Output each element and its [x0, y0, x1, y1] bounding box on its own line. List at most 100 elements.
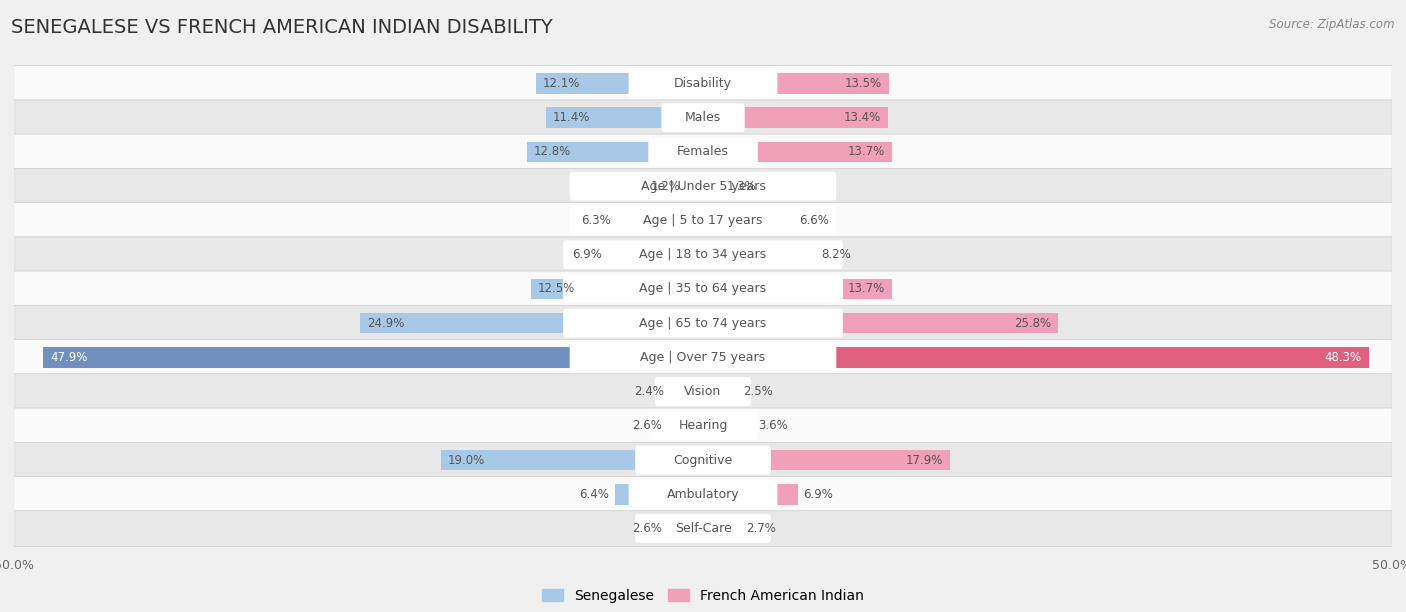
Text: 47.9%: 47.9% — [49, 351, 87, 364]
FancyBboxPatch shape — [14, 134, 1392, 170]
Text: Age | 65 to 74 years: Age | 65 to 74 years — [640, 316, 766, 330]
Text: 11.4%: 11.4% — [553, 111, 591, 124]
Text: Ambulatory: Ambulatory — [666, 488, 740, 501]
Text: 13.5%: 13.5% — [845, 77, 882, 90]
FancyBboxPatch shape — [14, 65, 1392, 101]
FancyBboxPatch shape — [14, 100, 1392, 135]
Bar — [703, 518, 740, 539]
FancyBboxPatch shape — [14, 442, 1392, 478]
Text: 17.9%: 17.9% — [905, 453, 943, 466]
FancyBboxPatch shape — [569, 206, 837, 235]
Bar — [703, 347, 1368, 368]
Bar — [616, 210, 703, 231]
FancyBboxPatch shape — [648, 411, 758, 440]
Bar — [614, 484, 703, 504]
FancyBboxPatch shape — [14, 203, 1392, 238]
Text: Age | Over 75 years: Age | Over 75 years — [641, 351, 765, 364]
Text: 8.2%: 8.2% — [821, 248, 851, 261]
Bar — [703, 450, 949, 471]
Bar — [669, 381, 703, 402]
Text: Age | Under 5 years: Age | Under 5 years — [641, 180, 765, 193]
Bar — [360, 313, 703, 334]
Text: Age | 35 to 64 years: Age | 35 to 64 years — [640, 282, 766, 296]
Bar — [703, 381, 738, 402]
Legend: Senegalese, French American Indian: Senegalese, French American Indian — [543, 589, 863, 603]
FancyBboxPatch shape — [636, 446, 770, 474]
Text: Self-Care: Self-Care — [675, 522, 731, 535]
Bar — [703, 176, 721, 196]
Text: 13.7%: 13.7% — [848, 146, 884, 159]
Text: 6.9%: 6.9% — [804, 488, 834, 501]
Text: SENEGALESE VS FRENCH AMERICAN INDIAN DISABILITY: SENEGALESE VS FRENCH AMERICAN INDIAN DIS… — [11, 18, 553, 37]
Text: 2.6%: 2.6% — [631, 419, 662, 432]
FancyBboxPatch shape — [14, 477, 1392, 512]
Bar — [607, 244, 703, 265]
Text: 2.6%: 2.6% — [631, 522, 662, 535]
FancyBboxPatch shape — [564, 241, 842, 269]
Text: Males: Males — [685, 111, 721, 124]
Text: 6.4%: 6.4% — [579, 488, 609, 501]
Bar — [703, 244, 815, 265]
Bar — [703, 313, 1059, 334]
Text: 13.7%: 13.7% — [848, 282, 884, 296]
Text: Hearing: Hearing — [678, 419, 728, 432]
Text: Cognitive: Cognitive — [673, 453, 733, 466]
Bar — [531, 278, 703, 299]
Text: 12.5%: 12.5% — [537, 282, 575, 296]
FancyBboxPatch shape — [14, 305, 1392, 341]
FancyBboxPatch shape — [628, 480, 778, 509]
FancyBboxPatch shape — [661, 103, 745, 132]
Bar — [703, 416, 752, 436]
Text: 24.9%: 24.9% — [367, 316, 404, 330]
Text: 2.5%: 2.5% — [742, 385, 773, 398]
Text: Vision: Vision — [685, 385, 721, 398]
Bar — [536, 73, 703, 94]
FancyBboxPatch shape — [564, 275, 842, 304]
Text: 1.3%: 1.3% — [727, 180, 756, 193]
Bar — [703, 484, 799, 504]
FancyBboxPatch shape — [14, 511, 1392, 547]
Bar — [668, 416, 703, 436]
Bar — [703, 108, 887, 128]
Text: Females: Females — [678, 146, 728, 159]
FancyBboxPatch shape — [14, 408, 1392, 444]
FancyBboxPatch shape — [628, 69, 778, 98]
Bar — [703, 210, 794, 231]
Text: Disability: Disability — [673, 77, 733, 90]
Bar — [703, 278, 891, 299]
Text: 12.1%: 12.1% — [543, 77, 581, 90]
Text: Age | 5 to 17 years: Age | 5 to 17 years — [644, 214, 762, 227]
Text: 13.4%: 13.4% — [844, 111, 880, 124]
FancyBboxPatch shape — [648, 138, 758, 166]
FancyBboxPatch shape — [636, 514, 770, 543]
Text: 1.2%: 1.2% — [651, 180, 681, 193]
FancyBboxPatch shape — [655, 377, 751, 406]
Text: Source: ZipAtlas.com: Source: ZipAtlas.com — [1270, 18, 1395, 31]
Text: 6.3%: 6.3% — [581, 214, 610, 227]
Bar — [703, 141, 891, 162]
Text: 6.9%: 6.9% — [572, 248, 602, 261]
FancyBboxPatch shape — [14, 237, 1392, 272]
Text: 2.4%: 2.4% — [634, 385, 665, 398]
Text: 25.8%: 25.8% — [1015, 316, 1052, 330]
Bar — [441, 450, 703, 471]
FancyBboxPatch shape — [14, 168, 1392, 204]
Text: 12.8%: 12.8% — [533, 146, 571, 159]
FancyBboxPatch shape — [564, 308, 842, 337]
Text: 3.6%: 3.6% — [758, 419, 787, 432]
Bar — [703, 73, 889, 94]
FancyBboxPatch shape — [569, 343, 837, 371]
FancyBboxPatch shape — [14, 340, 1392, 375]
Bar — [686, 176, 703, 196]
Text: 6.6%: 6.6% — [800, 214, 830, 227]
Text: Age | 18 to 34 years: Age | 18 to 34 years — [640, 248, 766, 261]
Bar — [527, 141, 703, 162]
Bar — [668, 518, 703, 539]
FancyBboxPatch shape — [569, 172, 837, 201]
Bar — [546, 108, 703, 128]
Text: 48.3%: 48.3% — [1324, 351, 1361, 364]
FancyBboxPatch shape — [14, 374, 1392, 409]
Bar — [44, 347, 703, 368]
FancyBboxPatch shape — [14, 271, 1392, 307]
Text: 2.7%: 2.7% — [745, 522, 776, 535]
